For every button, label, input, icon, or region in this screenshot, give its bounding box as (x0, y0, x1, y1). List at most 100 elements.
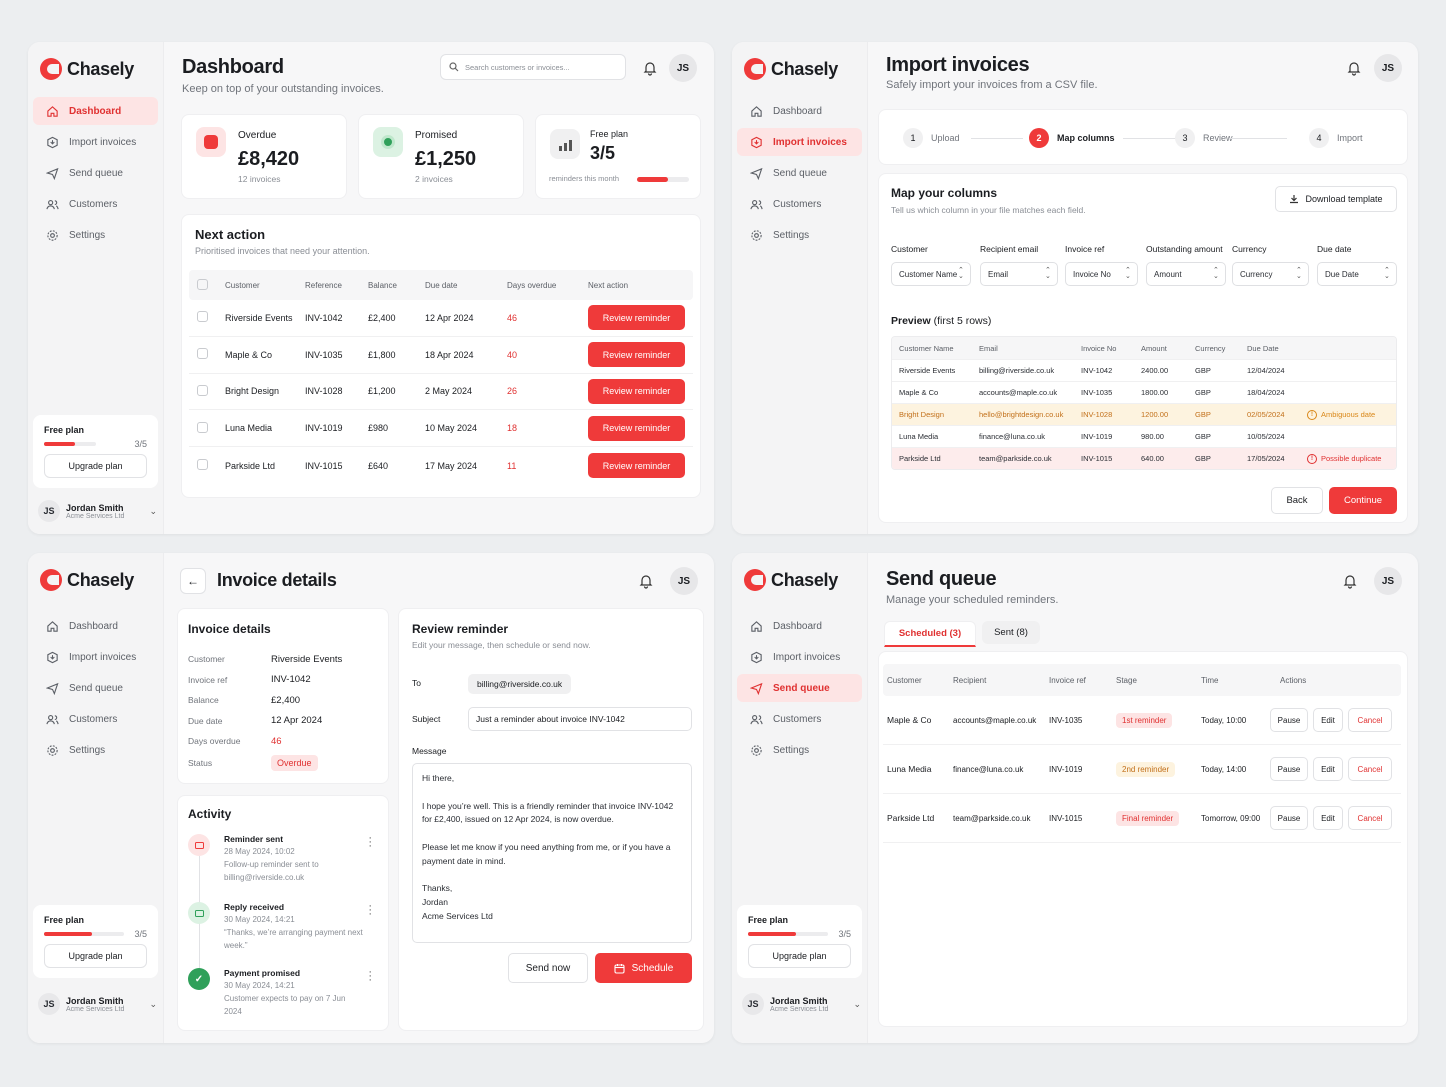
sidebar-item-customers[interactable]: Customers (737, 705, 862, 733)
tab-sent[interactable]: Sent (8) (982, 621, 1040, 644)
sidebar-item-import-invoices[interactable]: Import invoices (33, 128, 158, 156)
pause-button[interactable]: Pause (1270, 806, 1308, 830)
bell-icon[interactable] (638, 573, 654, 589)
row-checkbox[interactable] (197, 421, 208, 433)
column-select[interactable]: Currency (1232, 262, 1309, 286)
back-button[interactable]: Back (1271, 487, 1323, 514)
step-upload[interactable]: 1 Upload (903, 128, 960, 148)
table-row[interactable]: Maple & Co accounts@maple.co.uk INV-1035 1s… (883, 696, 1401, 745)
column-select[interactable]: Amount (1146, 262, 1226, 286)
table-row[interactable]: Luna Media finance@luna.co.uk INV-1019 2nd … (883, 745, 1401, 794)
header-avatar[interactable]: JS (1374, 567, 1402, 595)
search-input[interactable]: Search customers or invoices... (440, 54, 626, 80)
sidebar-item-send-queue[interactable]: Send queue (737, 159, 862, 187)
pause-button[interactable]: Pause (1270, 757, 1308, 781)
download-template-button[interactable]: Download template (1275, 186, 1397, 212)
sidebar-item-import-invoices[interactable]: Import invoices (737, 643, 862, 671)
sidebar-item-dashboard[interactable]: Dashboard (737, 612, 862, 640)
more-options-icon[interactable]: · · · (368, 832, 372, 852)
user-org: Acme Services Ltd (66, 512, 125, 520)
cell-reference: INV-1028 (305, 386, 343, 397)
review-reminder-button[interactable]: Review reminder (588, 378, 685, 404)
sidebar-item-settings[interactable]: Settings (737, 221, 862, 249)
row-checkbox[interactable] (197, 348, 208, 360)
more-options-icon[interactable]: · · · (368, 900, 372, 920)
edit-button[interactable]: Edit (1313, 757, 1343, 781)
user-menu[interactable]: JS Jordan Smith Acme Services Ltd ⌄ (38, 993, 157, 1015)
edit-button[interactable]: Edit (1313, 806, 1343, 830)
logo[interactable]: Chasely (744, 569, 838, 591)
logo[interactable]: Chasely (744, 58, 838, 80)
cell: GBP (1195, 410, 1211, 419)
sidebar-item-dashboard[interactable]: Dashboard (33, 612, 158, 640)
stage-badge: 2nd reminder (1116, 761, 1176, 777)
send-now-button[interactable]: Send now (508, 953, 588, 983)
schedule-button[interactable]: Schedule (595, 953, 692, 983)
table-row[interactable]: Luna Media INV-1019 £980 10 May 2024 18 Revie… (189, 410, 693, 448)
sidebar-item-send-queue[interactable]: Send queue (33, 159, 158, 187)
continue-button[interactable]: Continue (1329, 487, 1397, 514)
column-select[interactable]: Invoice No (1065, 262, 1138, 286)
user-menu[interactable]: JS Jordan Smith Acme Services Ltd ⌄ (742, 993, 861, 1015)
sidebar-item-settings[interactable]: Settings (33, 221, 158, 249)
cell: 12/04/2024 (1247, 366, 1285, 375)
download-icon (1290, 195, 1299, 204)
header-avatar[interactable]: JS (1374, 54, 1402, 82)
step-map-columns[interactable]: 2 Map columns (1029, 128, 1115, 148)
detail-row: Customer Riverside Events (188, 649, 378, 670)
review-reminder-button[interactable]: Review reminder (588, 305, 685, 331)
sidebar-item-settings[interactable]: Settings (33, 736, 158, 764)
user-menu[interactable]: JS Jordan Smith Acme Services Ltd ⌄ (38, 500, 157, 522)
subject-input[interactable]: Just a reminder about invoice INV-1042 (468, 707, 692, 731)
row-checkbox[interactable] (197, 384, 208, 396)
table-row[interactable]: Bright Design INV-1028 £1,200 2 May 2024 26 R… (189, 374, 693, 411)
table-row[interactable]: Parkside Ltd INV-1015 £640 17 May 2024 11 Rev… (189, 447, 693, 484)
header-avatar[interactable]: JS (670, 567, 698, 595)
sidebar-item-settings[interactable]: Settings (737, 736, 862, 764)
column-select[interactable]: Customer Name (891, 262, 971, 286)
sidebar-item-customers[interactable]: Customers (33, 190, 158, 218)
pause-button[interactable]: Pause (1270, 708, 1308, 732)
header-avatar[interactable]: JS (669, 54, 697, 82)
logo[interactable]: Chasely (40, 569, 134, 591)
review-reminder-button[interactable]: Review reminder (588, 415, 685, 441)
bell-icon[interactable] (1346, 60, 1362, 76)
card-title: Review reminder (412, 622, 509, 636)
table-row[interactable]: Parkside Ltd team@parkside.co.uk INV-1015 F… (883, 794, 1401, 843)
detail-label: Due date (188, 715, 223, 726)
recipient-chip[interactable]: billing@riverside.co.uk (468, 674, 572, 694)
row-checkbox[interactable] (197, 459, 208, 471)
edit-button[interactable]: Edit (1313, 708, 1343, 732)
tab-scheduled[interactable]: Scheduled (3) (884, 621, 976, 647)
sidebar-item-import-invoices[interactable]: Import invoices (737, 128, 862, 156)
table-row[interactable]: Maple & Co INV-1035 £1,800 18 Apr 2024 40 Rev… (189, 337, 693, 374)
upgrade-plan-button[interactable]: Upgrade plan (748, 944, 851, 969)
row-checkbox[interactable] (197, 311, 208, 323)
bell-icon[interactable] (642, 60, 658, 76)
sidebar-item-send-queue[interactable]: Send queue (737, 674, 862, 702)
column-select[interactable]: Email (980, 262, 1058, 286)
step-import[interactable]: 4 Import (1309, 128, 1363, 148)
sidebar-item-send-queue[interactable]: Send queue (33, 674, 158, 702)
more-options-icon[interactable]: · · · (368, 966, 372, 986)
cancel-button[interactable]: Cancel (1348, 708, 1392, 732)
logo[interactable]: Chasely (40, 58, 134, 80)
sidebar-item-dashboard[interactable]: Dashboard (737, 97, 862, 125)
step-review[interactable]: 3 Review (1175, 128, 1233, 148)
sidebar-item-customers[interactable]: Customers (737, 190, 862, 218)
sidebar-item-customers[interactable]: Customers (33, 705, 158, 733)
review-reminder-button[interactable]: Review reminder (588, 342, 685, 368)
back-arrow-button[interactable]: ← (180, 568, 206, 594)
select-all-checkbox[interactable] (197, 278, 208, 290)
upgrade-plan-button[interactable]: Upgrade plan (44, 944, 147, 969)
message-textarea[interactable]: Hi there, I hope you’re well. This is a … (412, 763, 692, 943)
column-select[interactable]: Due Date (1317, 262, 1397, 286)
sidebar-item-dashboard[interactable]: Dashboard (33, 97, 158, 125)
cancel-button[interactable]: Cancel (1348, 806, 1392, 830)
cancel-button[interactable]: Cancel (1348, 757, 1392, 781)
review-reminder-button[interactable]: Review reminder (588, 453, 685, 479)
upgrade-plan-button[interactable]: Upgrade plan (44, 454, 147, 479)
bell-icon[interactable] (1342, 573, 1358, 589)
sidebar-item-import-invoices[interactable]: Import invoices (33, 643, 158, 671)
table-row[interactable]: Riverside Events INV-1042 £2,400 12 Apr 202… (189, 300, 693, 337)
